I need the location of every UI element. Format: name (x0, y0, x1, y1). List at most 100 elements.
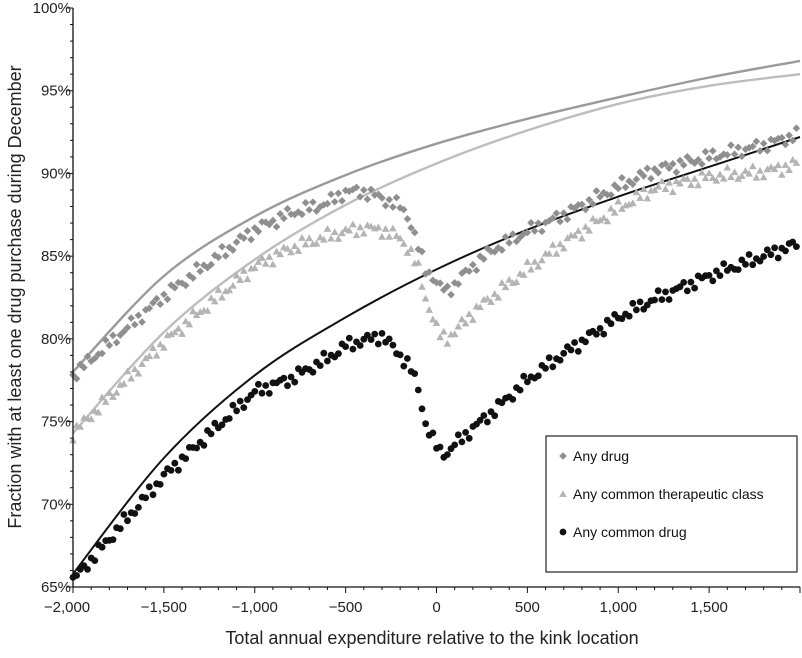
data-point-3 (713, 267, 720, 275)
legend-label: Any drug (573, 448, 629, 464)
x-tick-label: 0 (432, 599, 440, 616)
data-point-2 (723, 163, 732, 171)
data-point-1 (290, 210, 299, 219)
data-point-2 (701, 174, 710, 182)
data-point-2 (174, 324, 183, 332)
data-point-3 (782, 247, 789, 255)
data-point-3 (567, 346, 575, 354)
data-point-2 (374, 223, 383, 231)
data-point-2 (458, 315, 466, 323)
data-point-1 (367, 185, 375, 194)
data-point-2 (298, 233, 306, 241)
data-point-1 (679, 161, 688, 169)
data-point-1 (429, 276, 437, 285)
data-point-3 (284, 382, 291, 390)
data-point-3 (556, 356, 564, 364)
data-point-1 (465, 267, 474, 276)
data-point-1 (432, 278, 441, 287)
data-point-1 (338, 197, 346, 205)
data-point-3 (211, 419, 219, 427)
data-point-2 (149, 344, 157, 352)
data-point-2 (658, 177, 666, 185)
fit-curve-1 (72, 59, 801, 373)
data-point-3 (767, 251, 775, 259)
data-point-1 (781, 140, 790, 149)
data-point-1 (87, 357, 95, 365)
data-point-2 (261, 259, 270, 267)
data-point-3 (574, 348, 582, 355)
data-point-1 (461, 266, 470, 275)
data-point-3 (436, 443, 444, 451)
data-point-3 (749, 261, 757, 269)
data-point-2 (527, 265, 535, 273)
data-point-2 (549, 240, 557, 248)
data-point-2 (105, 389, 114, 396)
data-point-1 (269, 216, 277, 225)
data-point-1 (301, 198, 310, 207)
data-point-1 (218, 242, 226, 251)
data-point-3 (135, 504, 142, 511)
data-point-2 (156, 340, 165, 348)
data-point-3 (720, 260, 728, 267)
data-point-2 (98, 393, 106, 401)
data-point-2 (694, 181, 703, 189)
data-point-3 (451, 441, 459, 449)
data-point-3 (534, 372, 542, 380)
y-tick-label: 90% (41, 165, 71, 182)
data-point-2 (454, 322, 463, 330)
data-point-3 (389, 341, 397, 349)
data-point-1 (309, 198, 317, 206)
data-point-2 (534, 262, 543, 270)
data-point-3 (774, 254, 782, 262)
data-point-2 (130, 365, 139, 373)
data-point-1 (392, 193, 401, 202)
data-point-2 (494, 293, 503, 301)
data-point-1 (727, 141, 735, 149)
data-point-2 (628, 199, 637, 207)
data-point-3 (120, 511, 128, 518)
data-point-3 (709, 277, 717, 285)
data-point-1 (439, 286, 448, 294)
y-tick-label: 75% (41, 414, 71, 431)
data-point-1 (363, 195, 372, 204)
data-point-2 (443, 339, 452, 347)
data-point-1 (549, 214, 557, 222)
data-point-2 (418, 282, 426, 290)
data-point-1 (538, 227, 546, 236)
data-point-2 (167, 330, 175, 338)
data-point-1 (785, 131, 793, 140)
data-point-3 (618, 315, 626, 323)
data-point-1 (570, 204, 579, 213)
data-point-1 (668, 160, 677, 168)
data-point-2 (436, 333, 444, 341)
data-point-1 (632, 175, 641, 183)
data-point-1 (756, 147, 764, 155)
data-point-2 (788, 156, 797, 163)
data-point-1 (501, 233, 510, 241)
data-point-2 (519, 271, 528, 278)
x-tick-label: 1,000 (599, 599, 637, 616)
data-point-2 (781, 160, 790, 168)
data-point-2 (585, 226, 593, 234)
data-point-2 (570, 231, 579, 239)
data-point-3 (91, 557, 99, 564)
data-point-1 (276, 210, 284, 218)
data-point-3 (236, 397, 244, 405)
data-point-2 (145, 352, 154, 360)
data-point-2 (243, 275, 252, 283)
data-point-2 (727, 173, 735, 181)
data-point-1 (330, 197, 339, 206)
data-point-3 (462, 429, 469, 436)
data-point-1 (112, 338, 121, 347)
fit-curve-3 (72, 136, 801, 575)
data-point-2 (748, 162, 757, 170)
data-point-1 (447, 290, 455, 299)
y-tick-label: 85% (41, 248, 71, 265)
data-point-1 (305, 206, 314, 214)
data-point-1 (101, 336, 110, 344)
data-point-1 (403, 215, 412, 223)
data-point-3 (658, 296, 666, 303)
y-tick-label: 95% (41, 83, 71, 100)
x-tick-label: −1,500 (141, 599, 187, 616)
data-point-1 (167, 281, 175, 289)
